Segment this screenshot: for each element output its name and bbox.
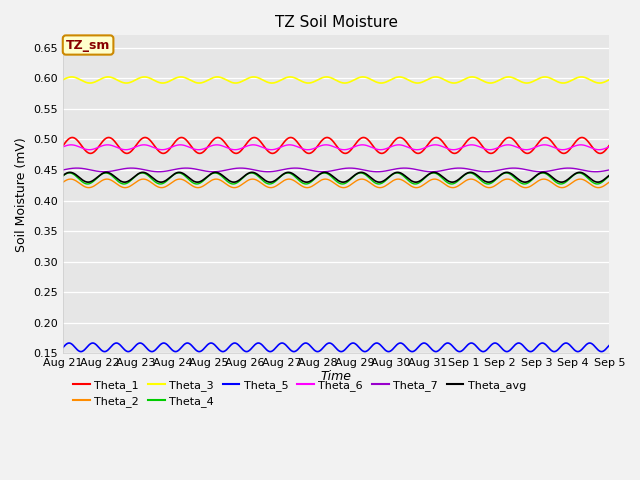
- Theta_7: [60, 167, 67, 173]
- Theta_6: [577, 142, 584, 148]
- Theta_1: [541, 135, 548, 141]
- Line: Theta_4: Theta_4: [63, 173, 609, 184]
- Theta_2: [605, 179, 613, 185]
- Theta_7: [168, 167, 175, 173]
- Theta_6: [242, 144, 250, 149]
- Theta_1: [493, 147, 500, 153]
- Theta_6: [541, 142, 548, 148]
- Theta_5: [60, 345, 67, 350]
- Theta_4: [266, 181, 273, 187]
- Theta_2: [493, 181, 500, 187]
- Theta_1: [168, 144, 175, 149]
- Theta_4: [422, 174, 429, 180]
- Theta_1: [421, 145, 429, 151]
- Theta_7: [421, 168, 429, 174]
- Theta_avg: [421, 174, 429, 180]
- Theta_3: [60, 77, 67, 83]
- Line: Theta_avg: Theta_avg: [63, 172, 609, 182]
- Theta_2: [242, 179, 250, 185]
- Theta_5: [605, 342, 613, 348]
- Legend: Theta_1, Theta_2, Theta_3, Theta_4, Theta_5, Theta_6, Theta_7, Theta_avg: Theta_1, Theta_2, Theta_3, Theta_4, Thet…: [68, 375, 531, 411]
- Line: Theta_1: Theta_1: [63, 137, 609, 154]
- Theta_1: [242, 141, 250, 147]
- Theta_3: [168, 77, 175, 83]
- Y-axis label: Soil Moisture (mV): Soil Moisture (mV): [15, 137, 28, 252]
- Theta_5: [491, 340, 499, 346]
- Theta_2: [422, 180, 429, 186]
- Theta_3: [541, 74, 549, 80]
- Theta_1: [60, 143, 67, 148]
- Theta_avg: [557, 179, 565, 185]
- Theta_avg: [168, 173, 175, 179]
- Theta_5: [421, 340, 429, 346]
- Theta_6: [605, 144, 613, 150]
- Theta_7: [242, 166, 250, 171]
- Theta_avg: [605, 172, 613, 178]
- Theta_5: [541, 341, 549, 347]
- Theta_3: [180, 75, 188, 81]
- Theta_avg: [60, 172, 67, 178]
- Theta_7: [181, 165, 189, 171]
- Theta_7: [592, 169, 600, 175]
- X-axis label: Time: Time: [321, 370, 352, 383]
- Theta_avg: [180, 171, 188, 177]
- Theta_5: [168, 346, 175, 352]
- Theta_7: [605, 167, 613, 173]
- Theta_1: [596, 151, 604, 156]
- Theta_3: [305, 80, 312, 86]
- Theta_1: [68, 134, 76, 140]
- Theta_avg: [242, 172, 250, 178]
- Text: TZ_sm: TZ_sm: [66, 38, 110, 51]
- Theta_3: [605, 77, 613, 83]
- Theta_3: [323, 74, 330, 80]
- Theta_7: [541, 168, 548, 174]
- Theta_1: [605, 143, 613, 148]
- Theta_4: [605, 173, 613, 179]
- Line: Theta_5: Theta_5: [63, 343, 609, 352]
- Theta_7: [73, 165, 81, 171]
- Line: Theta_6: Theta_6: [63, 145, 609, 150]
- Theta_4: [180, 173, 188, 179]
- Theta_6: [421, 145, 429, 151]
- Theta_1: [181, 136, 189, 142]
- Theta_6: [168, 144, 175, 150]
- Theta_2: [180, 178, 188, 183]
- Theta_3: [422, 78, 429, 84]
- Theta_2: [168, 180, 175, 186]
- Theta_5: [290, 349, 298, 355]
- Theta_6: [60, 144, 67, 150]
- Theta_3: [493, 78, 500, 84]
- Theta_2: [285, 176, 293, 182]
- Theta_avg: [540, 169, 547, 175]
- Line: Theta_7: Theta_7: [63, 168, 609, 172]
- Theta_6: [492, 145, 500, 151]
- Theta_6: [180, 143, 188, 148]
- Theta_2: [541, 176, 549, 182]
- Theta_4: [242, 172, 250, 178]
- Theta_avg: [541, 169, 548, 175]
- Theta_4: [541, 170, 549, 176]
- Theta_7: [493, 168, 500, 173]
- Theta_2: [303, 185, 311, 191]
- Line: Theta_2: Theta_2: [63, 179, 609, 188]
- Theta_5: [242, 348, 250, 354]
- Theta_2: [60, 179, 67, 185]
- Theta_5: [180, 341, 188, 347]
- Theta_4: [248, 170, 255, 176]
- Title: TZ Soil Moisture: TZ Soil Moisture: [275, 15, 397, 30]
- Theta_3: [242, 76, 250, 82]
- Theta_6: [559, 147, 566, 153]
- Theta_avg: [492, 176, 500, 181]
- Theta_5: [493, 341, 500, 347]
- Line: Theta_3: Theta_3: [63, 77, 609, 83]
- Theta_4: [168, 174, 175, 180]
- Theta_4: [60, 173, 67, 179]
- Theta_4: [493, 176, 500, 181]
